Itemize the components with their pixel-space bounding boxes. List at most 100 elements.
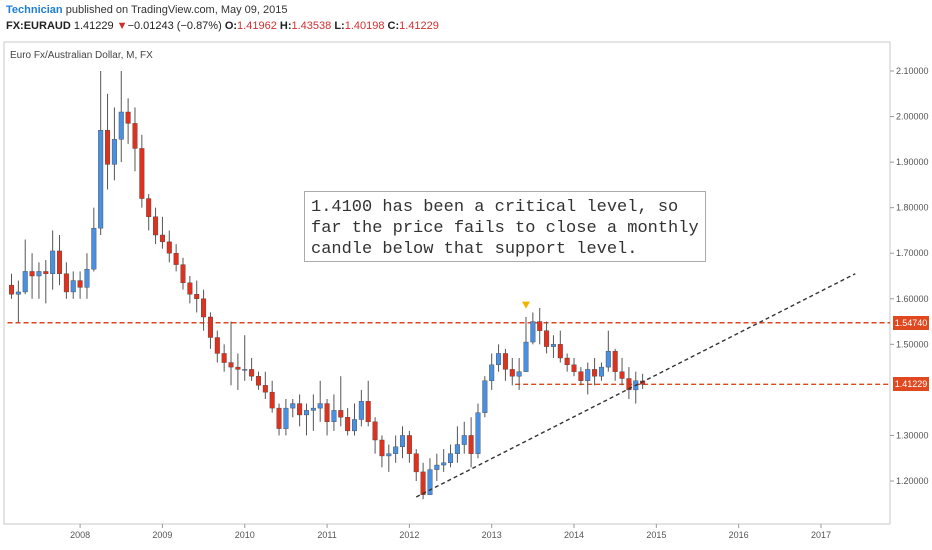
x-tick-label: 2009 <box>152 530 172 540</box>
candle-body <box>214 337 220 354</box>
x-axis: 2008 2009 2010 2011 2012 2013 2014 2015 2016 2017 <box>70 524 831 540</box>
candle-body <box>50 250 56 274</box>
candle-body <box>516 371 522 377</box>
candle-body <box>125 111 131 124</box>
candle-body <box>379 439 385 457</box>
chart-area[interactable]: Euro Fx/Australian Dollar, M, FX 2008 200… <box>0 40 932 550</box>
candle-body <box>201 298 207 318</box>
x-tick-label: 2008 <box>70 530 90 540</box>
annotation-callout[interactable]: 1.4100 has been a critical level, so far… <box>304 191 706 262</box>
candle-body <box>290 403 296 409</box>
candle-body <box>578 371 584 381</box>
signal-marker <box>522 301 530 309</box>
trendline <box>415 273 856 498</box>
open-value: 1.41962 <box>237 20 277 32</box>
ohlc-legend: FX:EURAUD 1.41229 ▼−0.01243 (−0.87%) O:1… <box>6 20 439 32</box>
candle-body <box>605 350 611 368</box>
candle-body <box>207 316 213 338</box>
y-tick-label: 2.00000 <box>896 112 929 122</box>
candle-body <box>427 469 433 495</box>
candle-body <box>413 453 419 473</box>
x-tick-label: 2017 <box>811 530 831 540</box>
x-tick-label: 2015 <box>646 530 666 540</box>
candle-body <box>626 378 632 391</box>
candle-body <box>43 271 49 274</box>
high-label: H: <box>279 20 292 32</box>
candle-body <box>8 284 14 295</box>
candle-body <box>36 271 42 277</box>
candle-body <box>228 362 234 368</box>
x-tick-label: 2016 <box>729 530 749 540</box>
candle-body <box>468 435 474 454</box>
candle-body <box>159 234 165 243</box>
candle-body <box>502 353 508 370</box>
candle-body <box>420 471 426 495</box>
candle-body <box>91 227 97 270</box>
candle-body <box>482 380 488 413</box>
x-tick-label: 2010 <box>235 530 255 540</box>
candle-body <box>564 357 570 366</box>
y-tick-label: 1.90000 <box>896 157 929 167</box>
candle-body <box>365 401 371 422</box>
candle-body <box>283 407 289 429</box>
y-tick-label: 1.70000 <box>896 248 929 258</box>
candle-body <box>324 403 330 422</box>
x-tick-label: 2011 <box>317 530 336 540</box>
plot-frame <box>3 41 891 525</box>
y-tick-label: 1.60000 <box>896 294 929 304</box>
y-tick-label: 1.20000 <box>896 476 929 486</box>
candle-body <box>255 376 261 386</box>
candle-body <box>592 369 598 377</box>
candle-body <box>454 444 460 454</box>
candlestick-chart[interactable]: Euro Fx/Australian Dollar, M, FX 2008 200… <box>0 40 932 550</box>
candle-body <box>29 271 35 277</box>
author-link[interactable]: Technician <box>6 4 63 16</box>
price-change: −0.01243 (−0.87%) <box>127 20 222 32</box>
candle-body <box>393 446 399 454</box>
candle-body <box>221 353 227 363</box>
y-tick-label: 1.50000 <box>896 339 929 349</box>
y-tick-label: 1.80000 <box>896 203 929 213</box>
horizontal-levels <box>7 322 890 385</box>
candle-body <box>598 366 604 377</box>
candle-body <box>310 407 316 411</box>
low-label: L: <box>334 20 345 32</box>
candle-body <box>84 268 90 288</box>
candle-body <box>22 271 28 293</box>
x-tick-label: 2012 <box>399 530 419 540</box>
candle-body <box>249 369 255 377</box>
candle-body <box>331 410 337 422</box>
candle-body <box>77 280 83 288</box>
price-tag-lower: 1.41229 <box>893 377 929 392</box>
candle-body <box>475 412 481 454</box>
candle-body <box>537 321 543 331</box>
candle-body <box>146 198 152 217</box>
candle-body <box>358 401 364 420</box>
last-price: 1.41229 <box>73 20 114 32</box>
candle-body <box>173 253 179 265</box>
candle-body <box>297 403 303 416</box>
candle-body <box>352 419 358 432</box>
candle-body <box>70 280 76 293</box>
candle-body <box>262 385 268 393</box>
publish-info: Technician published on TradingView.com,… <box>6 4 288 16</box>
candle-body <box>269 391 275 409</box>
candle-body <box>448 453 454 463</box>
candle-body <box>571 364 577 372</box>
candle-body <box>105 130 111 165</box>
candle-body <box>338 410 344 418</box>
candle-body <box>57 250 63 274</box>
y-tick-label: 2.10000 <box>896 66 929 76</box>
close-label: C: <box>387 20 400 32</box>
candle-body <box>153 216 159 236</box>
candle-body <box>180 264 186 284</box>
candle-body <box>400 435 406 448</box>
price-tag-upper: 1.54740 <box>893 315 929 330</box>
candle-body <box>406 435 412 454</box>
candle-body <box>139 148 145 199</box>
candle-body <box>98 130 104 229</box>
x-tick-label: 2014 <box>564 530 584 540</box>
candle-body <box>557 344 563 359</box>
candle-body <box>187 282 193 295</box>
candle-body <box>166 241 172 254</box>
